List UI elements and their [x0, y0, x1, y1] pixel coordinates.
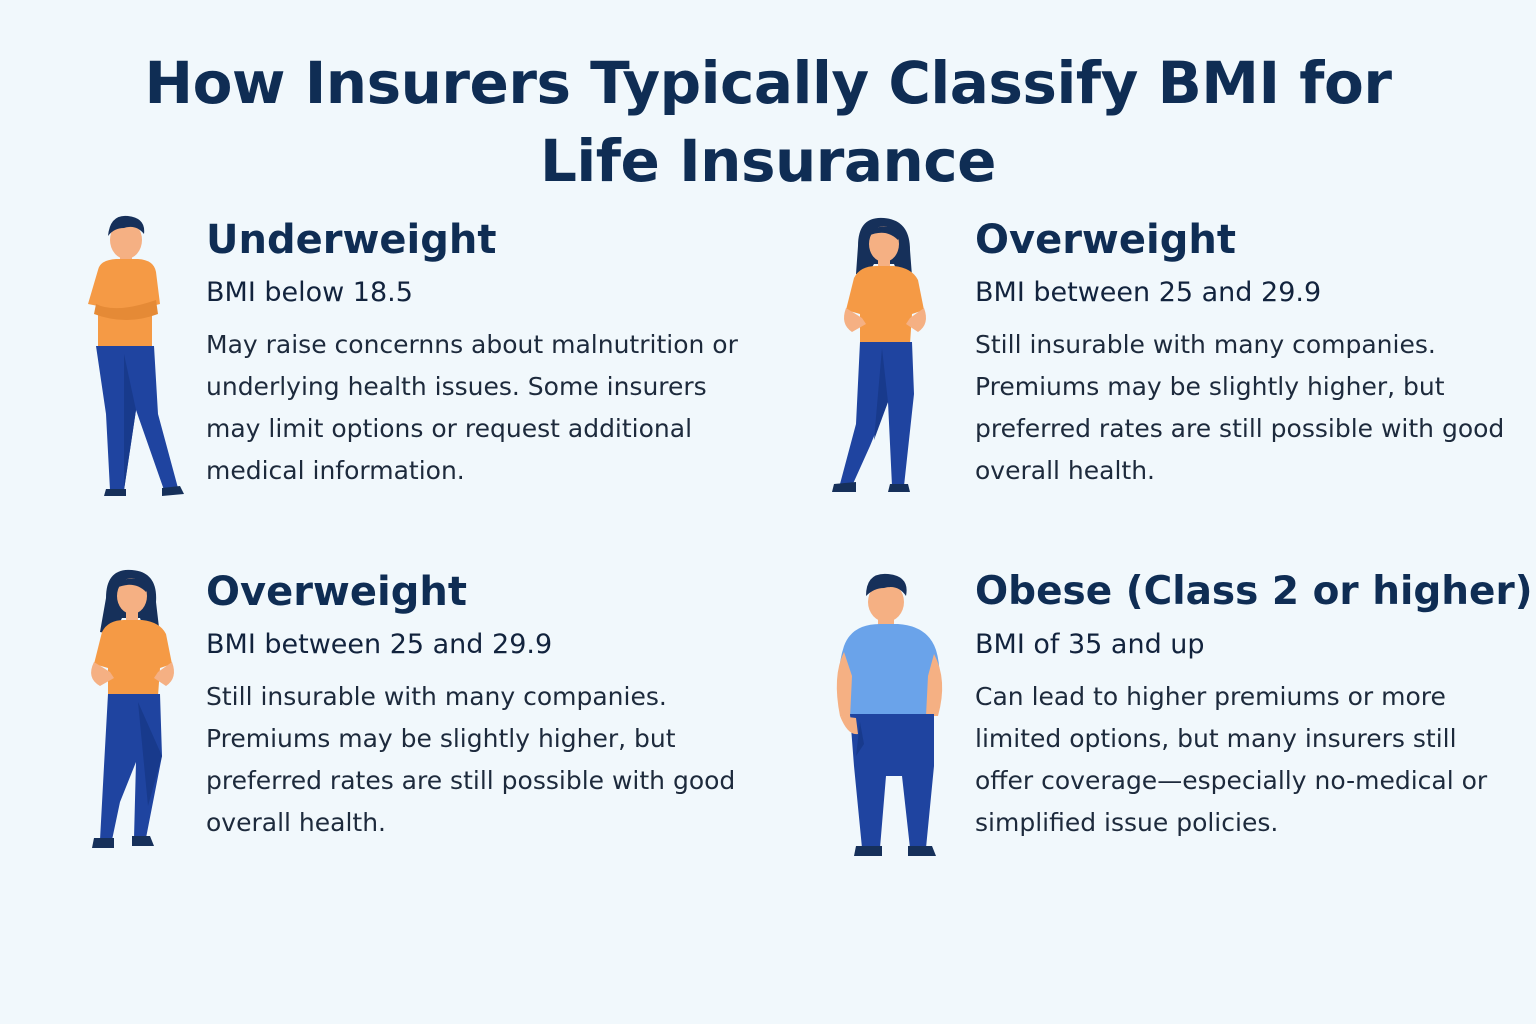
- category-text: Overweight BMI between 25 and 29.9 Still…: [206, 566, 796, 844]
- page-title-line-2: Life Insurance: [539, 127, 997, 195]
- page-title: How Insurers Typically Classify BMI for …: [0, 44, 1536, 200]
- category-card-obese: Obese (Class 2 or higher) BMI of 35 and …: [830, 566, 1536, 886]
- category-description: Still insurable with many companies. Pre…: [975, 330, 1505, 485]
- category-description: Can lead to higher premiums or more limi…: [975, 682, 1488, 837]
- category-title: Overweight: [206, 569, 467, 615]
- category-title: Underweight: [206, 217, 497, 263]
- category-title: Obese (Class 2 or higher): [975, 569, 1533, 614]
- category-description: May raise concernns about malnutrition o…: [206, 330, 738, 485]
- page-title-line-1: How Insurers Typically Classify BMI for: [144, 49, 1392, 117]
- category-description: Still insurable with many companies. Pre…: [206, 682, 736, 837]
- category-title: Overweight: [975, 217, 1236, 263]
- category-text: Obese (Class 2 or higher) BMI of 35 and …: [975, 566, 1533, 844]
- thin-man-arms-crossed-icon: [88, 215, 184, 496]
- bmi-range: BMI of 35 and up: [975, 629, 1205, 660]
- woman-hands-on-hips-icon: [832, 217, 926, 492]
- category-card-overweight: Overweight BMI between 25 and 29.9 Still…: [76, 566, 796, 886]
- heavy-man-hand-in-pocket-icon: [836, 573, 943, 856]
- bmi-range: BMI between 25 and 29.9: [206, 629, 553, 660]
- category-card-overweight: Overweight BMI between 25 and 29.9 Still…: [830, 214, 1536, 534]
- category-text: Underweight BMI below 18.5 May raise con…: [206, 214, 796, 492]
- woman-hands-on-hips-icon: [91, 569, 174, 848]
- category-text: Overweight BMI between 25 and 29.9 Still…: [975, 214, 1520, 492]
- bmi-range: BMI between 25 and 29.9: [975, 277, 1322, 308]
- category-card-underweight: Underweight BMI below 18.5 May raise con…: [76, 214, 796, 534]
- bmi-range: BMI below 18.5: [206, 277, 413, 308]
